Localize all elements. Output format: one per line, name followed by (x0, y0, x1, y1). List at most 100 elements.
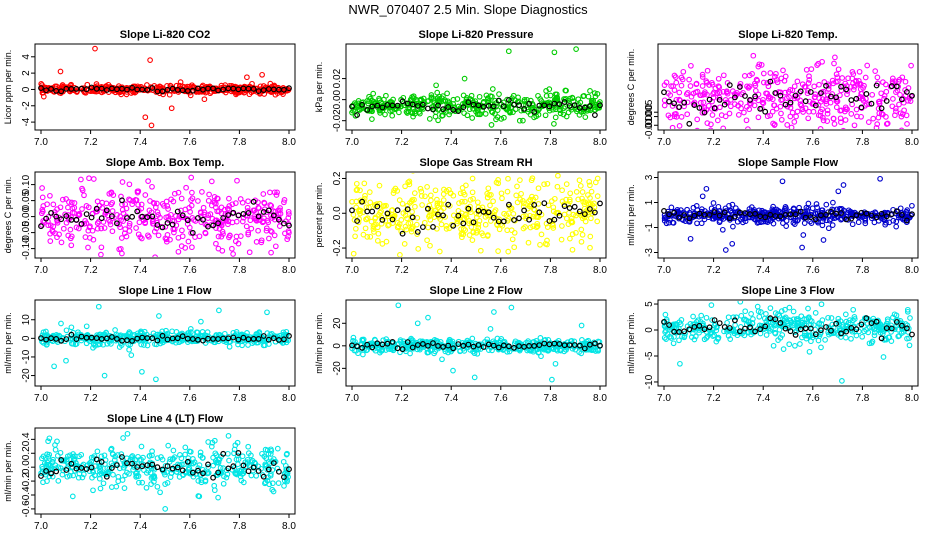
data-point (474, 227, 480, 234)
data-point (142, 192, 149, 198)
data-point (120, 210, 127, 217)
data-point (779, 178, 786, 185)
reference-point (379, 216, 386, 223)
data-point (802, 105, 809, 112)
reference-point (747, 324, 753, 331)
y-tick-label: 0.00 (21, 206, 32, 226)
data-point (146, 207, 153, 214)
reference-point (853, 212, 860, 219)
data-point (837, 325, 843, 332)
data-point (94, 208, 100, 215)
data-point (862, 74, 869, 81)
data-point (411, 190, 418, 196)
data-point (565, 221, 572, 227)
data-point (233, 329, 240, 335)
data-point (669, 124, 676, 129)
reference-point (43, 215, 49, 222)
reference-point (189, 87, 196, 94)
data-point (115, 473, 122, 480)
data-point (904, 306, 911, 313)
data-point (907, 98, 914, 104)
reference-point (119, 454, 125, 460)
y-tick-label: -0.6 (21, 500, 32, 518)
data-point (745, 126, 751, 129)
data-point (270, 488, 277, 495)
data-point (121, 230, 128, 237)
data-point (349, 109, 355, 116)
data-point (853, 106, 860, 113)
data-point (459, 229, 466, 236)
data-point (190, 460, 197, 467)
data-point (123, 334, 130, 340)
data-point (45, 222, 52, 229)
reference-point (440, 344, 447, 350)
data-point (816, 321, 822, 327)
reference-point (807, 214, 814, 221)
data-point (205, 439, 212, 445)
reference-point (200, 216, 206, 223)
reference-point (359, 101, 366, 108)
reference-point (445, 104, 452, 110)
data-point (670, 220, 677, 226)
data-point (446, 225, 453, 232)
data-point (178, 455, 185, 462)
data-point (589, 210, 596, 217)
plot-frame (657, 43, 919, 131)
x-tick-label: 7.6 (494, 137, 508, 148)
plot-frame (345, 43, 607, 131)
data-point (438, 98, 445, 105)
data-point (856, 68, 863, 75)
data-point (428, 197, 434, 204)
data-point (98, 453, 105, 460)
reference-point (581, 345, 588, 352)
data-point (350, 102, 356, 109)
reference-point (757, 105, 764, 112)
data-point (469, 237, 476, 243)
reference-point (384, 210, 391, 217)
y-tick-label: 20 (332, 317, 343, 329)
data-point (402, 183, 408, 190)
data-point (215, 233, 222, 240)
data-point (783, 217, 790, 224)
data-point (828, 315, 835, 321)
data-point (154, 455, 161, 461)
data-point (99, 205, 106, 211)
data-point (723, 208, 729, 214)
data-point (577, 183, 584, 189)
panel-title: Slope Li-820 Pressure (419, 29, 534, 41)
reference-point (893, 319, 900, 325)
data-point (781, 77, 788, 84)
data-point (138, 341, 145, 348)
data-point (498, 190, 505, 197)
reference-point (893, 83, 900, 90)
reference-point (676, 104, 683, 110)
reference-point (893, 208, 900, 215)
data-point (535, 185, 542, 192)
data-point (724, 319, 730, 326)
data-point (556, 106, 563, 113)
data-point (537, 96, 544, 102)
y-tick-label: -0.010 (644, 111, 655, 140)
data-point (901, 107, 907, 114)
data-point (187, 92, 194, 99)
data-point (117, 245, 124, 252)
x-tick-label: 8.0 (593, 265, 607, 276)
reference-point (98, 459, 105, 465)
data-point (726, 202, 732, 209)
data-point (588, 188, 595, 195)
x-tick-label: 7.0 (345, 265, 359, 276)
data-point (369, 116, 375, 122)
reference-point (450, 106, 457, 113)
reference-point (38, 473, 44, 479)
data-point (493, 116, 499, 123)
data-point (661, 334, 668, 341)
data-point (117, 332, 124, 339)
reference-point (848, 325, 855, 331)
data-point (385, 222, 391, 229)
data-point (269, 467, 276, 473)
data-point (92, 45, 98, 52)
data-point (849, 69, 856, 75)
reference-point (276, 216, 282, 223)
data-point (253, 217, 259, 223)
